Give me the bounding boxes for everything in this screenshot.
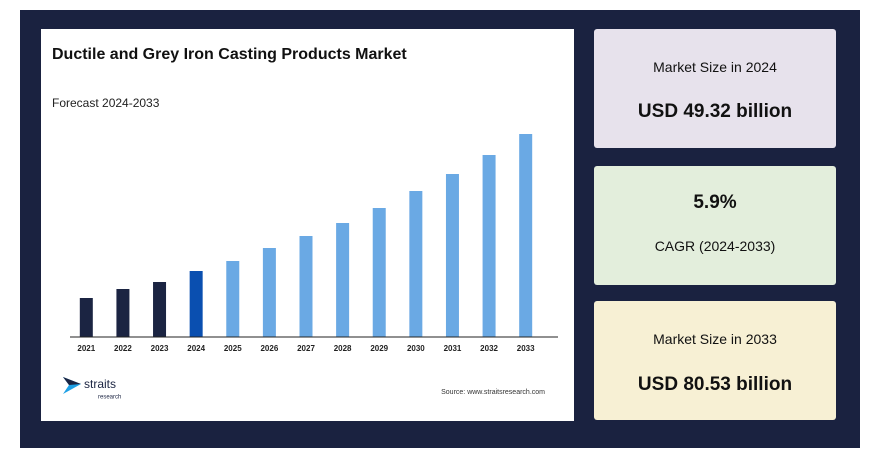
chart-title: Ductile and Grey Iron Casting Products M… <box>52 46 407 63</box>
source: Source: www.straitsresearch.com <box>441 389 545 396</box>
bar <box>299 236 313 337</box>
x-tick-label: 2028 <box>334 344 352 353</box>
chart-card: Ductile and Grey Iron Casting Products M… <box>41 29 574 421</box>
x-tick-label: 2025 <box>224 344 242 353</box>
x-tick-label: 2031 <box>444 344 462 353</box>
bar <box>409 191 423 337</box>
x-tick-label: 2026 <box>260 344 278 353</box>
bar <box>116 289 130 337</box>
bar <box>445 174 459 337</box>
x-tick-label: 2024 <box>187 344 205 353</box>
logo-name: straits <box>84 377 116 391</box>
x-tick-label: 2027 <box>297 344 315 353</box>
bar <box>79 298 93 337</box>
card: Market Size in 2024 USD 49.32 billion <box>594 29 836 148</box>
bar <box>372 208 386 337</box>
bar <box>482 155 496 337</box>
bar <box>189 271 203 337</box>
chart: Ductile and Grey Iron Casting Products M… <box>52 46 558 401</box>
chart-subtitle: Forecast 2024-2033 <box>52 96 160 110</box>
card: 5.9% CAGR (2024-2033) <box>594 166 836 285</box>
x-tick-label: 2022 <box>114 344 132 353</box>
card: Market Size in 2033 USD 80.53 billion <box>594 301 836 420</box>
bar <box>262 248 276 337</box>
x-tick-label: 2030 <box>407 344 425 353</box>
card-label: CAGR (2024-2033) <box>654 238 776 254</box>
x-tick-label: 2029 <box>370 344 388 353</box>
x-tick-label: 2023 <box>151 344 169 353</box>
card-value: USD 49.32 billion <box>637 101 793 122</box>
bar <box>226 261 240 337</box>
bar <box>153 282 167 337</box>
card-value: 5.9% <box>693 192 737 213</box>
card-label: Market Size in 2024 <box>653 59 777 75</box>
plot: 2021 2022 2023 2024 2025 2026 2027 2028 2029 2030… <box>77 134 535 353</box>
x-tick-label: 2033 <box>517 344 535 353</box>
bar <box>519 134 533 337</box>
x-tick-label: 2021 <box>77 344 95 353</box>
logo-tagline: research <box>98 395 121 401</box>
logo-icon-dark <box>63 377 81 385</box>
card-value: USD 80.53 billion <box>637 374 793 395</box>
x-tick-label: 2032 <box>480 344 498 353</box>
card-label: Market Size in 2033 <box>653 331 777 347</box>
bar <box>336 223 350 337</box>
